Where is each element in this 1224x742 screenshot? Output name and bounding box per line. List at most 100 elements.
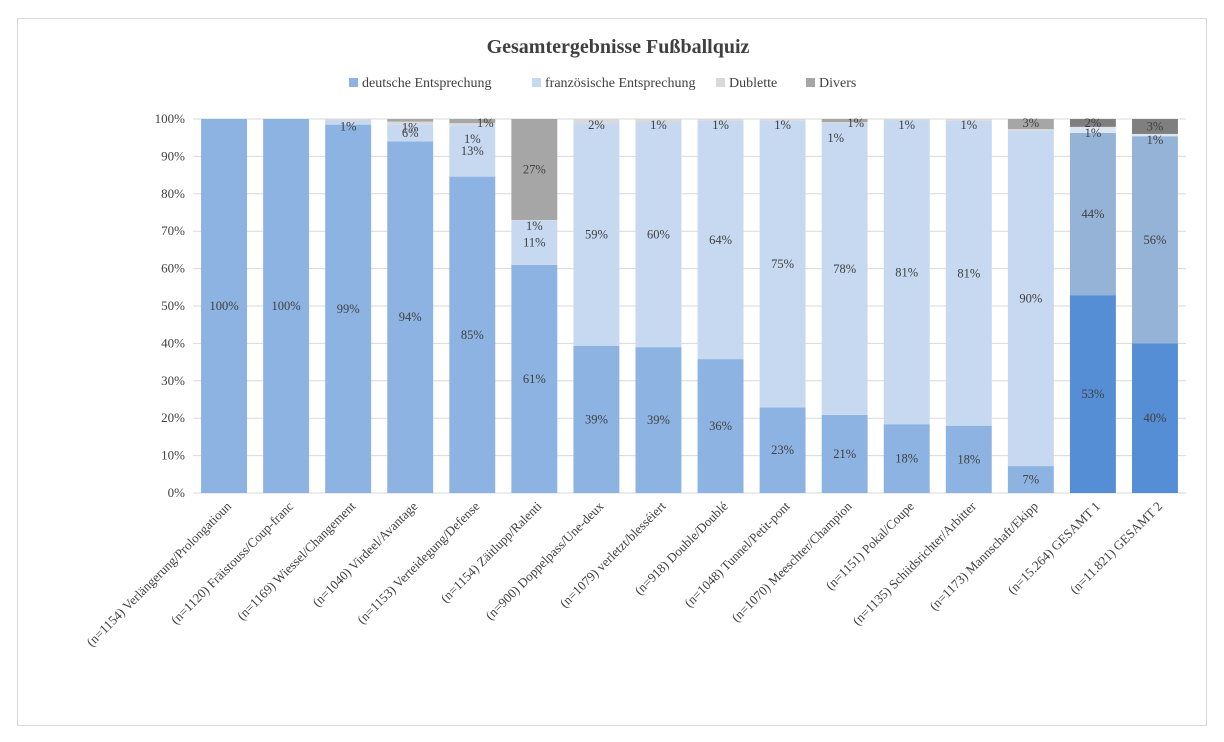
bar-segment <box>511 220 558 265</box>
data-label: 1% <box>847 116 864 130</box>
data-label: 40% <box>1144 411 1167 425</box>
bar-segment <box>449 123 496 126</box>
y-tick-label: 10% <box>161 448 185 463</box>
data-label: 11% <box>523 236 545 250</box>
bar-segment <box>1007 466 1054 493</box>
y-axis-ticks: 0% 10% 20% 30% 40% 50% 60% 70% 80% 90% 100% <box>155 111 186 500</box>
data-label: 1% <box>827 131 844 145</box>
bar-segment <box>697 359 744 493</box>
bar-segment <box>635 121 682 348</box>
bar-segment <box>387 124 434 142</box>
data-label: 1% <box>960 118 977 132</box>
bar-segment <box>387 141 434 493</box>
bar-segment <box>759 407 806 493</box>
x-tick-label: (n=1154) Zäitlupp/Ralenti <box>437 498 544 605</box>
bar-segment <box>1069 126 1116 133</box>
data-label: 1% <box>712 118 729 132</box>
bar-segment <box>759 120 806 408</box>
data-label: 100% <box>272 299 301 313</box>
data-label: 44% <box>1081 207 1104 221</box>
data-label: 59% <box>585 228 608 242</box>
y-tick-label: 100% <box>155 111 186 126</box>
y-tick-label: 70% <box>161 223 185 238</box>
data-label: 1% <box>402 121 419 135</box>
bar-segment <box>573 346 620 493</box>
data-label: 1% <box>1147 133 1164 147</box>
bar-segment <box>511 119 558 220</box>
x-axis-labels: (n=1154) Verlängerung/Prolongatioun(n=11… <box>83 498 1165 649</box>
x-tick-label: (n=1079) verletzt/blesséiert <box>557 498 669 610</box>
bar-segment <box>1132 119 1178 134</box>
bar-segment <box>449 176 496 493</box>
bar-segment <box>635 119 682 122</box>
x-tick-label: (n=1070) Meeschter/Champion <box>728 498 855 625</box>
data-label: 3% <box>1023 116 1040 130</box>
data-label: 1% <box>1085 126 1102 140</box>
bar-segment <box>511 264 558 493</box>
x-tick-label: (n=1040) Virdeel/Avantage <box>309 498 420 609</box>
chart-title: Gesamtergebnisse Fußballquiz <box>487 36 750 58</box>
bar-segment <box>387 119 434 122</box>
data-label: 1% <box>477 116 494 130</box>
y-tick-label: 0% <box>168 485 186 500</box>
bar-segment <box>821 121 868 124</box>
data-label: 61% <box>523 372 546 386</box>
bar-segment <box>945 120 992 426</box>
bar-segment <box>945 425 992 493</box>
data-label: 1% <box>526 219 543 233</box>
data-label: 27% <box>523 162 546 176</box>
x-tick-label: (n=1135) Schiidsrichter/Arbitter <box>849 498 979 628</box>
data-label: 6% <box>402 126 419 140</box>
data-label: 100% <box>209 299 238 313</box>
legend-label-1: französische Entsprechung <box>545 76 695 91</box>
bar-segment <box>1007 130 1054 467</box>
data-label: 64% <box>709 233 732 247</box>
bar-segment <box>821 123 868 415</box>
bar-segment <box>325 120 372 125</box>
bar-segment <box>449 125 496 177</box>
bar-segment <box>635 347 682 493</box>
legend-swatch-1 <box>532 78 541 87</box>
data-label: 53% <box>1081 387 1104 401</box>
data-label: 78% <box>833 262 856 276</box>
x-tick-label: (n=1153) Verteidegung/Defense <box>354 498 483 627</box>
data-label: 81% <box>895 265 918 279</box>
data-label: 18% <box>957 452 980 466</box>
data-label: 85% <box>461 328 484 342</box>
bar-segment <box>1132 133 1178 137</box>
x-tick-label: (n=900) Doppelpass/Une-deux <box>482 498 607 623</box>
data-label: 1% <box>774 118 791 132</box>
bar-segment <box>883 119 930 121</box>
data-label: 1% <box>464 132 481 146</box>
bar-segment <box>573 123 620 347</box>
x-tick-label: (n=1169) Wiessel/Changement <box>234 498 359 623</box>
data-label: 90% <box>1019 291 1042 305</box>
y-tick-label: 50% <box>161 298 185 313</box>
bar-segment <box>883 424 930 493</box>
data-label: 36% <box>709 419 732 433</box>
y-tick-label: 80% <box>161 186 185 201</box>
data-label: 13% <box>461 144 484 158</box>
bar-segment <box>821 119 868 122</box>
bar-segment <box>325 119 372 121</box>
x-tick-label: (n=1173) Mannschaft/Ekipp <box>926 499 1041 614</box>
bar-segment <box>945 119 992 121</box>
data-label: 60% <box>647 228 670 242</box>
legend: deutsche Entsprechung französische Entspr… <box>349 76 856 91</box>
bar-segment <box>883 120 930 425</box>
data-label: 75% <box>771 257 794 271</box>
bar-segment <box>759 119 806 121</box>
x-tick-label: (n=1120) Fräistouss/Coup-franc <box>168 498 297 627</box>
data-label: 39% <box>647 413 670 427</box>
bar-segment <box>325 124 372 494</box>
legend-swatch-2 <box>716 78 725 87</box>
chart-frame: Gesamtergebnisse Fußballquiz deutsche En… <box>17 18 1207 726</box>
bar-segment <box>449 119 496 124</box>
bar-segment <box>1069 132 1116 296</box>
bar-segment <box>201 119 247 493</box>
data-label: 56% <box>1144 233 1167 247</box>
bar-segment <box>1132 343 1178 493</box>
data-label: 21% <box>833 447 856 461</box>
data-label: 18% <box>895 452 918 466</box>
data-label: 2% <box>588 118 605 132</box>
